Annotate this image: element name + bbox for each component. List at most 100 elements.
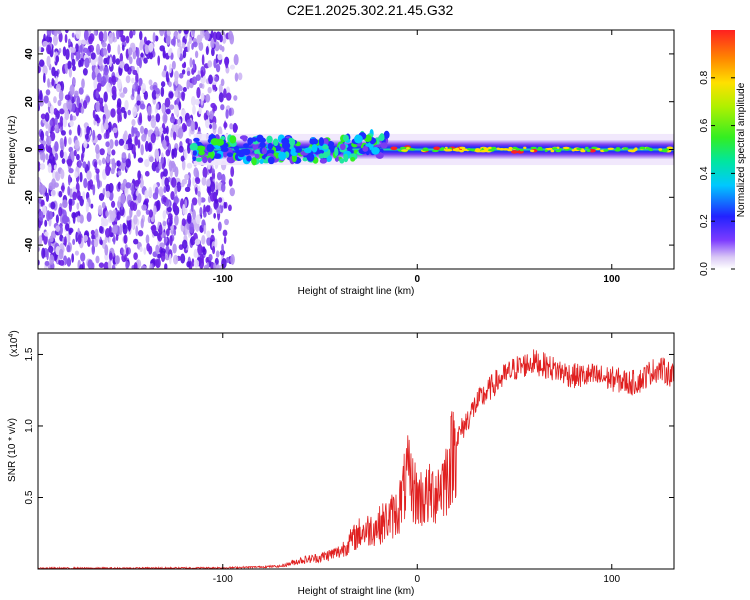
spectrogram-noise-cell <box>101 201 106 209</box>
spectrogram-noise-cell <box>190 96 196 106</box>
spectrogram-noise-cell <box>66 244 71 253</box>
spectrogram-noise-cell <box>85 95 91 103</box>
spectrogram-noise-cell <box>211 168 215 174</box>
spectrogram-signal-cell <box>647 147 653 150</box>
spectrogram-noise-cell <box>181 178 188 185</box>
spectrogram-noise-cell <box>110 200 116 208</box>
spectrogram-noise-cell <box>119 92 125 98</box>
spectrogram-noise-cell <box>88 44 95 53</box>
spectrogram-noise-cell <box>95 90 99 99</box>
spectrogram-noise-cell <box>116 160 121 167</box>
spectrogram-noise-cell <box>183 30 189 35</box>
spectrogram-noise-cell <box>46 55 51 67</box>
spectrogram-signal-cell <box>523 146 527 150</box>
spectrogram-signal-cell <box>555 149 562 153</box>
spectrogram-noise-cell <box>186 261 191 268</box>
spectrogram-noise-cell <box>55 214 59 224</box>
spectrogram-noise-cell <box>168 63 172 74</box>
spectrogram-noise-cell <box>108 32 114 44</box>
spectrogram-noise-cell <box>197 244 203 256</box>
spectrogram-noise-cell <box>132 106 138 118</box>
spectrogram-noise-cell <box>189 222 194 234</box>
spectrogram-noise-cell <box>38 176 41 187</box>
spectrogram-noise-cell <box>46 44 52 55</box>
spectrogram-noise-cell <box>233 95 238 101</box>
spectrogram-noise-cell <box>212 245 216 255</box>
spectrogram-noise-cell <box>210 38 215 49</box>
spectrogram-noise-cell <box>137 139 141 149</box>
spectrogram-noise-cell <box>68 229 72 235</box>
spectrogram-noise-cell <box>168 81 172 88</box>
spectrogram-noise-cell <box>54 123 59 133</box>
spectrogram-y-tick-label: 20 <box>24 96 35 108</box>
spectrogram-noise-cell <box>105 210 109 217</box>
spectrogram-noise-cell <box>103 103 108 115</box>
spectrogram-noise-cell <box>105 141 110 148</box>
spectrogram-noise-cell <box>140 218 144 229</box>
spectrogram-signal-cell <box>261 147 268 155</box>
spectrogram-noise-cell <box>107 43 111 54</box>
spectrogram-signal-cell <box>627 149 634 152</box>
spectrogram-signal-cell <box>551 147 558 150</box>
spectrogram-noise-cell <box>119 205 125 217</box>
spectrogram-signal-cell <box>272 138 279 147</box>
spectrogram-noise-cell <box>194 186 198 195</box>
spectrogram-noise-cell <box>159 45 165 52</box>
spectrogram-noise-cell <box>99 101 104 112</box>
spectrogram-noise-cell <box>198 106 202 115</box>
spectrogram-noise-cell <box>220 104 225 111</box>
spectrogram-signal-cell <box>192 150 197 156</box>
spectrogram-noise-cell <box>169 217 173 227</box>
spectrogram-noise-cell <box>202 248 207 256</box>
spectrogram-noise-cell <box>49 36 53 43</box>
spectrogram-noise-cell <box>192 41 198 48</box>
spectrogram-noise-cell <box>213 199 219 210</box>
spectrogram-signal-cell <box>229 135 237 144</box>
spectrogram-noise-cell <box>225 92 232 101</box>
spectrogram-noise-cell <box>90 229 95 236</box>
spectrogram-noise-cell <box>70 47 76 53</box>
spectrogram-noise-cell <box>120 106 126 114</box>
spectrogram-noise-cell <box>79 171 83 183</box>
spectrogram-noise-cell <box>210 102 216 109</box>
spectrogram-noise-cell <box>87 259 93 269</box>
spectrogram-noise-cell <box>223 88 227 99</box>
spectrogram-noise-cell <box>83 178 88 189</box>
spectrogram-noise-cell <box>137 157 144 163</box>
spectrogram-noise-cell <box>136 47 140 59</box>
spectrogram-noise-cell <box>178 101 182 111</box>
spectrogram-noise-cell <box>53 164 57 171</box>
spectrogram-noise-cell <box>192 209 196 220</box>
spectrogram-noise-cell <box>148 186 153 198</box>
spectrogram-noise-cell <box>77 195 82 201</box>
spectrogram-noise-cell <box>44 219 48 227</box>
spectrogram-noise-cell <box>211 47 215 57</box>
spectrogram-noise-cell <box>173 131 177 141</box>
spectrogram-signal-cell <box>239 148 249 154</box>
spectrogram-noise-cell <box>195 214 201 225</box>
spectrogram-noise-cell <box>144 158 150 168</box>
colorbar-tick-label: 0.0 <box>699 262 710 276</box>
spectrogram-noise-cell <box>139 103 146 110</box>
spectrogram-signal-cell <box>259 141 266 149</box>
spectrogram-noise-cell <box>177 33 181 40</box>
spectrogram-noise-cell <box>79 214 84 224</box>
spectrogram-noise-cell <box>133 262 138 269</box>
spectrogram-noise-cell <box>201 176 207 186</box>
spectrogram-noise-cell <box>86 170 92 181</box>
spectrogram-noise-cell <box>182 203 186 215</box>
spectrogram-noise-cell <box>93 30 97 36</box>
spectrogram-noise-cell <box>64 109 70 121</box>
spectrogram-noise-cell <box>43 95 49 104</box>
spectrogram-noise-cell <box>52 156 56 166</box>
spectrogram-noise-cell <box>138 57 143 69</box>
spectrogram-noise-cell <box>205 118 210 129</box>
spectrogram-noise-cell <box>99 64 104 72</box>
spectrogram-noise-cell <box>131 119 136 127</box>
spectrogram-noise-cell <box>53 30 58 37</box>
spectrogram-signal-cell <box>318 153 325 159</box>
spectrogram-noise-cell <box>45 130 49 137</box>
spectrogram-signal-cell <box>508 146 513 150</box>
spectrogram-noise-cell <box>68 99 73 112</box>
spectrogram-noise-cell <box>169 115 176 124</box>
